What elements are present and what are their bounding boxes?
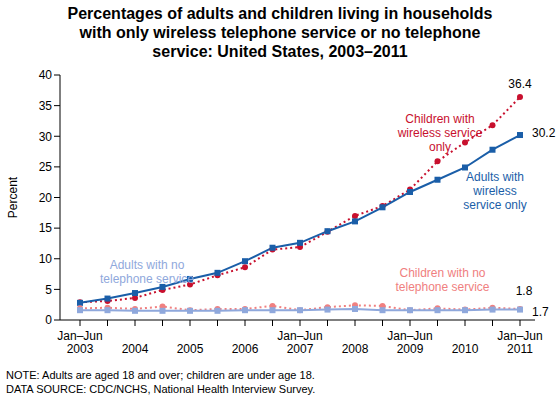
svg-text:5: 5 <box>45 283 52 297</box>
svg-text:0: 0 <box>45 313 52 327</box>
svg-text:10: 10 <box>39 252 53 266</box>
svg-text:2003: 2003 <box>67 342 94 356</box>
svg-text:20: 20 <box>39 191 53 205</box>
svg-text:30: 30 <box>39 130 53 144</box>
svg-text:2006: 2006 <box>232 342 259 356</box>
svg-text:Jan–Jun: Jan–Jun <box>497 329 542 343</box>
svg-text:2008: 2008 <box>342 342 369 356</box>
svg-text:15: 15 <box>39 221 53 235</box>
svg-text:Jan–Jun: Jan–Jun <box>57 329 102 343</box>
html-text:Adults with no telephone servi: Adults with no telephone service <box>100 258 194 286</box>
svg-text:1.8: 1.8 <box>516 284 533 298</box>
svg-text:2007: 2007 <box>287 342 314 356</box>
svg-text:25: 25 <box>39 160 53 174</box>
svg-text:36.4: 36.4 <box>508 77 532 91</box>
svg-text:2009: 2009 <box>397 342 424 356</box>
svg-text:30.2: 30.2 <box>532 126 552 140</box>
svg-text:2005: 2005 <box>177 342 204 356</box>
svg-text:Percent: Percent <box>8 176 20 218</box>
html-text:Children with wireless service: Children with wireless service only <box>397 112 483 154</box>
svg-text:2010: 2010 <box>452 342 479 356</box>
svg-text:2011: 2011 <box>507 342 533 356</box>
svg-text:35: 35 <box>39 99 53 113</box>
html-text:DATA SOURCE: CDC/NCHS, Nationa: DATA SOURCE: CDC/NCHS, National Health I… <box>6 383 316 395</box>
svg-text:1.7: 1.7 <box>532 305 549 319</box>
svg-text:Jan–Jun: Jan–Jun <box>277 329 322 343</box>
html-text:NOTE: Adults are aged 18 and o: NOTE: Adults are aged 18 and over; child… <box>6 369 315 381</box>
svg-text:40: 40 <box>39 68 53 82</box>
svg-text:Jan–Jun: Jan–Jun <box>387 329 432 343</box>
svg-text:2004: 2004 <box>122 342 149 356</box>
html-text:Adults with wireless service o: Adults with wireless service only <box>463 170 527 212</box>
html-text:Children with no telephone ser: Children with no telephone service <box>395 266 490 294</box>
html-text:Percentages of adults and chil: Percentages of adults and children livin… <box>67 5 493 60</box>
